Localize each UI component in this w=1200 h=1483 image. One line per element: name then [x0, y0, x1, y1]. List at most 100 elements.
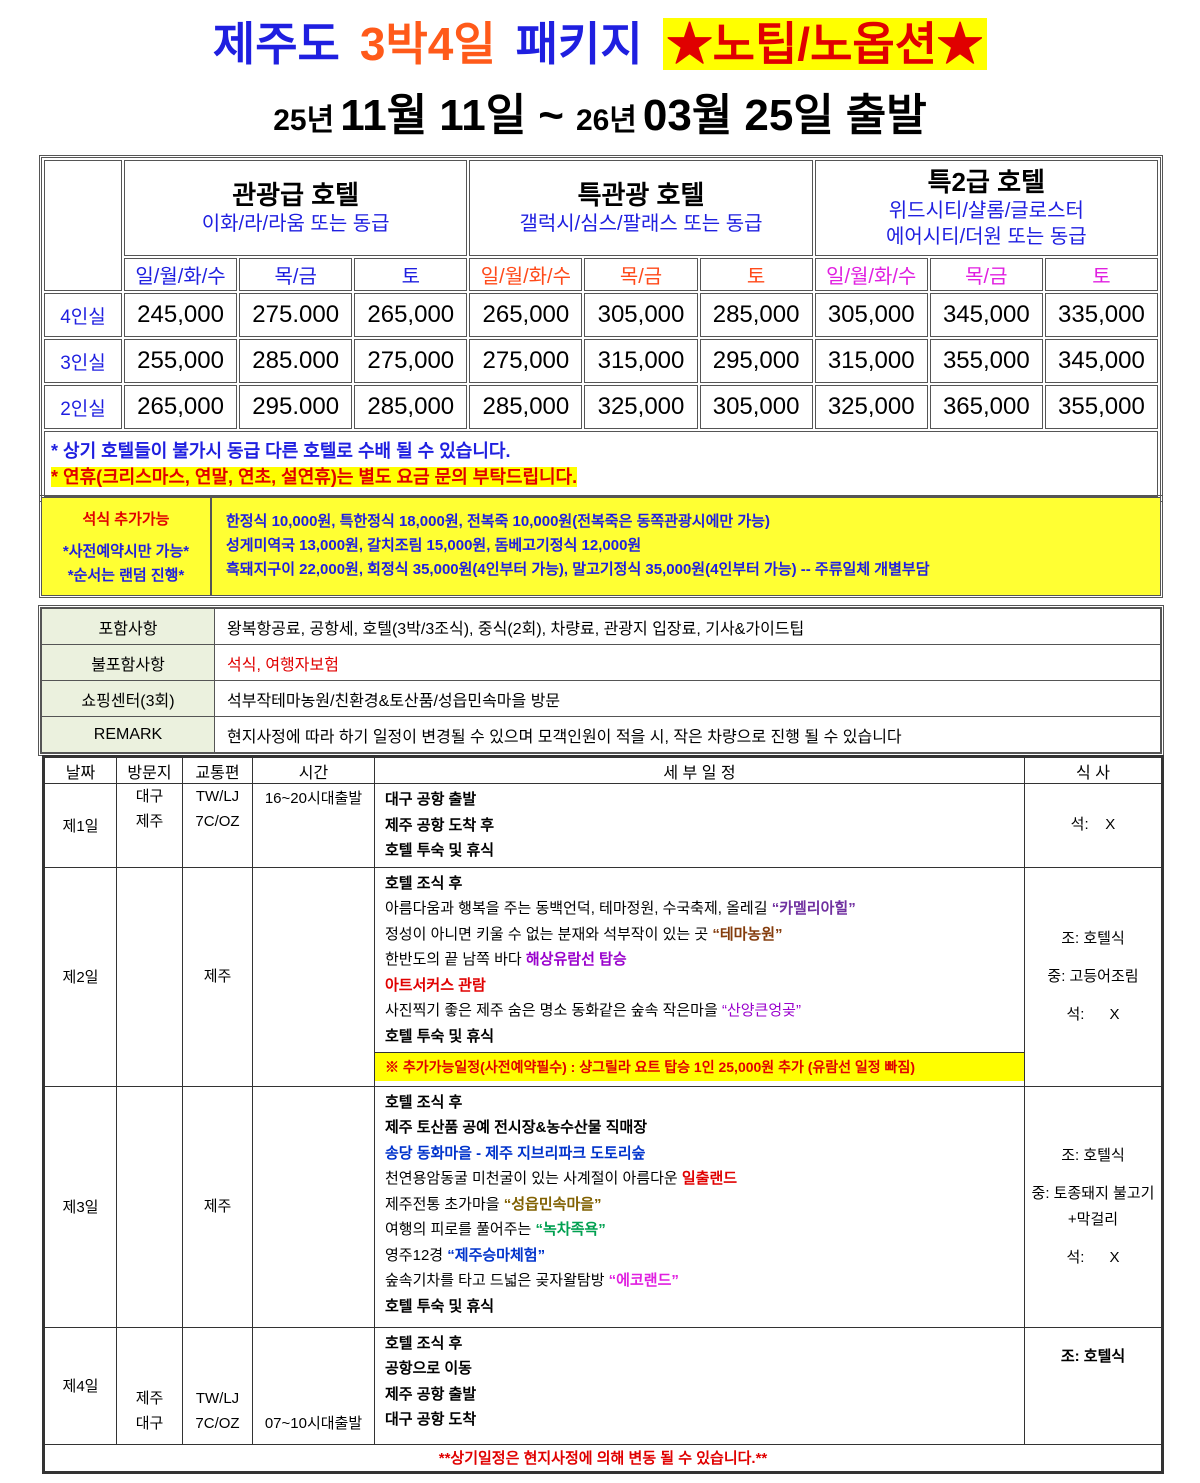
day-row: 제3일 제주 호텔 조식 후 제주 토산품 공예 전시장&농수산물 직매장 송당 동화마…: [44, 1085, 1162, 1328]
info-row: REMARK 현지사정에 따라 하기 일정이 변경될 수 있으며 모객인원이 적을…: [41, 716, 1161, 753]
schedule-segment: 제주 공항 도착 후: [385, 816, 495, 834]
schedule-segment: “테마농원”: [712, 925, 783, 943]
date-range: 25년 11월 11일 ~26년 03월 25일 출발: [0, 88, 1200, 154]
transport-item: 제주: [203, 968, 232, 985]
info-grid: 포함사항 왕복항공료, 공항세, 호텔(3박/3조식), 중식(2회), 차량료,…: [41, 608, 1161, 753]
price-table: 관광급 호텔 이화/라/라움 또는 동급 특관광 호텔 갤럭시/심스/팔래스 또는 동…: [39, 155, 1163, 502]
schedule-segment: 호텔 투숙 및 휴식: [385, 1027, 495, 1045]
hotel-row: 관광급 호텔 이화/라/라움 또는 동급 특관광 호텔 갤럭시/심스/팔래스 또는 동…: [44, 160, 1158, 291]
room-type: 2인실: [44, 385, 122, 429]
column-header: 시간: [252, 757, 375, 784]
price: 315,000: [584, 339, 698, 383]
schedule-line: 호텔 투숙 및 휴식: [375, 838, 1024, 864]
day-label: 제4일: [44, 1326, 117, 1445]
notes-cell: * 상기 호텔들이 불가시 동급 다른 호텔로 수배 될 수 있습니다. * 연휴…: [44, 431, 1158, 497]
menu-line: 한정식 10,000원, 특한정식 18,000원, 전복죽 10,000원(전…: [226, 513, 770, 530]
meal: 중: 고등어조림: [1047, 967, 1139, 985]
price-grid: 관광급 호텔 이화/라/라움 또는 동급 특관광 호텔 갤럭시/심스/팔래스 또는 동…: [42, 158, 1160, 499]
day-header: 일/월/화/수: [469, 258, 583, 291]
schedule-line: 한반도의 끝 남쪽 바다 해상유람선 탑승: [375, 947, 1024, 973]
schedule-line: 대구 공항 도착: [375, 1407, 1024, 1433]
price: 345,000: [1044, 339, 1158, 383]
price: 275,000: [469, 339, 583, 383]
transport: TW/LJ 7C/OZ: [182, 1326, 253, 1445]
time: [252, 866, 375, 1087]
schedule-line: 제주 토산품 공예 전시장&농수산물 직매장: [375, 1115, 1024, 1141]
time: 07~10시대출발: [252, 1326, 375, 1445]
title-part: 패키지: [515, 18, 643, 70]
footer-row: **상기일정은 현지사정에 의해 변동 될 수 있습니다.**: [44, 1443, 1162, 1472]
meals: 조: 호텔식 중: 토종돼지 불고기+막걸리 석: X: [1024, 1085, 1162, 1328]
meal: 석: X: [1070, 816, 1116, 834]
schedule-line: 여행의 피로를 풀어주는 “녹차족욕”: [375, 1217, 1024, 1243]
schedule-segment: 한반도의 끝 남쪽 바다: [385, 951, 526, 968]
date-part: 11월: [340, 91, 428, 140]
transport-item: 7C/OZ: [195, 1414, 240, 1432]
meal: 중: 토종돼지 불고기+막걸리: [1031, 1184, 1155, 1228]
price: 335,000: [1044, 293, 1158, 337]
price: 325,000: [584, 385, 698, 429]
schedule-segment: 영주12경: [385, 1246, 448, 1264]
date-part: ~: [538, 91, 564, 140]
schedule-line: 호텔 조식 후: [375, 871, 1024, 897]
meal: 조: 호텔식: [1060, 1347, 1126, 1365]
schedule-line: 정성이 아니면 키울 수 없는 분재와 석부작이 있는 곳 “테마농원”: [375, 922, 1024, 948]
price: 295.000: [239, 385, 353, 429]
schedule-segment: “에코랜드”: [608, 1272, 679, 1289]
price: 295,000: [699, 339, 813, 383]
schedule: 대구 공항 출발 제주 공항 도착 후 호텔 투숙 및 휴식: [374, 783, 1025, 868]
info-table: 포함사항 왕복항공료, 공항세, 호텔(3박/3조식), 중식(2회), 차량료,…: [38, 605, 1164, 756]
schedule-segment: “제주승마체험”: [447, 1246, 546, 1264]
place: 제주: [135, 1389, 164, 1407]
schedule-segment: 천연용암동굴 미천굴이 있는 사계절이 아름다운: [385, 1170, 682, 1187]
schedule-line: 송당 동화마을 - 제주 지브리파크 도토리숲: [375, 1141, 1024, 1167]
hotel-cell: 특2급 호텔 위드시티/샬롬/글로스터 에어시티/더원 또는 동급: [814, 160, 1158, 256]
info-label: REMARK: [41, 716, 215, 753]
meal: 석: X: [1066, 1248, 1120, 1266]
place: 대구: [135, 1414, 164, 1432]
day-header: 토: [699, 258, 813, 291]
schedule-segment: 아트서커스 관람: [385, 976, 486, 994]
schedule-segment: 사진찍기 좋은 제주 숨은 명소 동화같은 숲속 작은마을: [385, 1002, 722, 1019]
title-part: 제주도: [212, 18, 340, 70]
schedule-segment: 정성이 아니면 키울 수 없는 분재와 석부작이 있는 곳: [385, 925, 713, 943]
schedule-line: 제주 공항 출발: [375, 1382, 1024, 1408]
schedule-segment: 일출랜드: [681, 1170, 738, 1187]
column-header: 세 부 일 정: [374, 757, 1025, 784]
day-header: 목/금: [584, 258, 698, 291]
transport: TW/LJ 7C/OZ: [182, 783, 253, 868]
price: 265,000: [124, 385, 238, 429]
price: 315,000: [814, 339, 928, 383]
price: 355,000: [1044, 385, 1158, 429]
date-part: 출발: [845, 91, 927, 140]
transport-item: 7C/OZ: [195, 813, 240, 830]
schedule-lines: 호텔 조식 후 아름다움과 행복을 주는 동백언덕, 테마정원, 수국축제, 올레…: [375, 868, 1024, 1053]
price: 365,000: [929, 385, 1043, 429]
schedule-segment: “녹차족욕”: [535, 1221, 606, 1238]
dinner-condition: *순서는 랜덤 진행*: [67, 567, 185, 584]
price: 305,000: [814, 293, 928, 337]
day-header: 일/월/화/수: [814, 258, 928, 291]
day-header: 토: [354, 258, 468, 291]
info-label: 쇼핑센터(3회): [41, 680, 215, 717]
schedule-segment: “카멜리아힐”: [771, 900, 856, 917]
hotel-examples: 위드시티/샬롬/글로스터: [888, 200, 1084, 222]
day-row: 제4일 제주 대구 TW/LJ 7C/OZ 07~10시대출발 호텔 조식 후 공항으로 이동…: [44, 1326, 1162, 1445]
schedule-line: 숲속기차를 타고 드넓은 곶자왈탐방 “에코랜드”: [375, 1268, 1024, 1294]
price: 305,000: [699, 385, 813, 429]
price: 325,000: [814, 385, 928, 429]
hotel-examples: 에어시티/더원 또는 동급: [885, 226, 1087, 248]
schedule-line: 호텔 투숙 및 휴식: [375, 1024, 1024, 1050]
hotel-name: 특관광 호텔: [577, 180, 705, 210]
hotel-cell: 특관광 호텔 갤럭시/심스/팔래스 또는 동급: [469, 160, 813, 256]
schedule-line: 아트서커스 관람: [375, 973, 1024, 999]
date-part: 25일: [744, 91, 834, 140]
schedule-line: 영주12경 “제주승마체험”: [375, 1243, 1024, 1269]
schedule-line: 사진찍기 좋은 제주 숨은 명소 동화같은 숲속 작은마을 “산양큰엉곶”: [375, 998, 1024, 1024]
time-text: 07~10시대출발: [264, 1414, 363, 1432]
info-label: 불포함사항: [41, 644, 215, 681]
day-row: 제1일 대구 제주 TW/LJ 7C/OZ 16~20시대출발 대구 공항 출발 제주 공항 …: [44, 783, 1162, 868]
schedule-lines: 호텔 조식 후 제주 토산품 공예 전시장&농수산물 직매장 송당 동화마을 - 제…: [375, 1087, 1024, 1323]
